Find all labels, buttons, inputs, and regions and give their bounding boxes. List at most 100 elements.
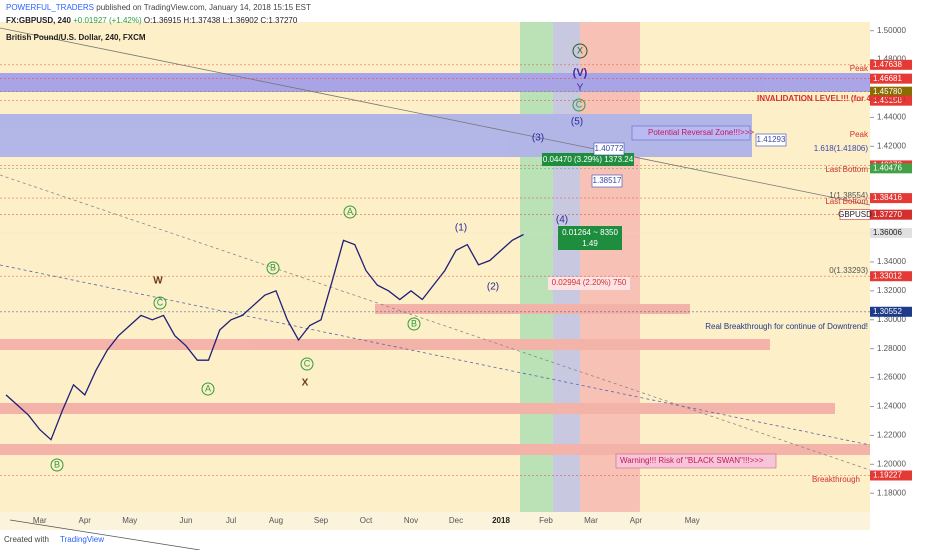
annotation: INVALIDATION LEVEL!!! (for 4-th wave) xyxy=(757,94,906,103)
wave-label: Y xyxy=(577,83,584,94)
annotation: Potential Reversal Zone!!!>>> xyxy=(648,128,754,137)
annotation: Peak xyxy=(850,64,869,73)
annotations: INVALIDATION LEVEL!!! (for 4-th wave) Pe… xyxy=(50,43,906,484)
price-tag xyxy=(870,86,912,97)
wave-circle xyxy=(201,382,215,396)
annotation: 1(1.38554) xyxy=(829,191,868,200)
price-tag-label: 1.45780 xyxy=(873,87,902,96)
plot-area xyxy=(0,22,870,512)
trend-line xyxy=(0,27,871,206)
price-tags: 1.476381.466811.457801.451581.406781.404… xyxy=(0,59,912,481)
y-tick-label: 1.44000 xyxy=(877,113,906,122)
wave-label: (3) xyxy=(532,133,544,144)
annotation: Real Breakthrough for continue of Downtr… xyxy=(705,322,868,331)
price-tag xyxy=(870,193,912,204)
callout-box xyxy=(755,133,787,147)
price-tag xyxy=(870,209,912,220)
measure-box xyxy=(558,226,622,250)
support-zone xyxy=(0,444,870,455)
measure-box xyxy=(542,153,634,166)
ohlc: O:1.36915 H:1.37438 L:1.36902 C:1.37270 xyxy=(142,16,298,25)
y-tick-label: 1.34000 xyxy=(877,257,906,266)
annotation: 1.38517 xyxy=(593,176,622,185)
annotation: 0.01264 ~ 8350 xyxy=(562,228,618,237)
x-tick-label: Apr xyxy=(79,516,92,525)
annotation: 1.618(1.41806) xyxy=(814,144,869,153)
callout-box xyxy=(615,453,777,469)
annotation: 0.04470 (3.29%) 1373.24 xyxy=(543,155,634,164)
y-tick-label: 1.24000 xyxy=(877,402,906,411)
wave-label: A xyxy=(347,206,353,216)
price-tag-label: 1.37270 xyxy=(873,210,902,219)
trend-line xyxy=(9,519,201,551)
price-tag xyxy=(870,271,912,282)
time-zone xyxy=(580,22,640,512)
reversal-zone xyxy=(0,114,752,157)
wave-label: (V) xyxy=(573,67,588,79)
trend-line xyxy=(0,264,871,446)
annotation: 1.49 xyxy=(582,239,598,248)
header-line: POWERFUL_TRADERS published on TradingVie… xyxy=(6,3,311,12)
y-tick-label: 1.42000 xyxy=(877,141,906,150)
wave-circle xyxy=(407,317,421,331)
x-tick-label: May xyxy=(685,516,700,525)
support-zone xyxy=(0,339,770,350)
x-axis-band xyxy=(0,512,870,530)
x-tick-label: Mar xyxy=(33,516,47,525)
annotation: Peak xyxy=(850,130,869,139)
x-tick-label: 2018 xyxy=(492,516,510,525)
x-tick-label: Sep xyxy=(314,516,329,525)
symbol: FX:GBPUSD, 240 xyxy=(6,16,71,25)
annotation: Last Bottom xyxy=(825,165,868,174)
annotation: 0(1.33293) xyxy=(829,266,868,275)
annotation: 1.40772 xyxy=(595,144,624,153)
time-zone xyxy=(520,22,553,512)
wave-circle xyxy=(50,458,64,472)
y-tick-label: 1.26000 xyxy=(877,373,906,382)
price-line xyxy=(5,233,524,441)
x-tick-label: Apr xyxy=(630,516,643,525)
price-tag-label: 1.30552 xyxy=(873,307,902,316)
wave-circle xyxy=(300,357,314,371)
price-tag-label: 1.45158 xyxy=(873,96,902,105)
wave-label: B xyxy=(411,318,417,328)
wave-label: C xyxy=(304,358,311,368)
wave-label: X xyxy=(302,378,309,389)
wave-circle xyxy=(153,296,167,310)
measure-box xyxy=(548,277,630,290)
price-tag-label: 1.47638 xyxy=(873,60,902,69)
published: published on TradingView.com, January 14… xyxy=(94,3,311,12)
x-tick-label: Feb xyxy=(539,516,553,525)
price-tag xyxy=(870,59,912,70)
support-zone xyxy=(0,403,835,414)
wave-label: (5) xyxy=(571,117,583,128)
change: +0.01927 (+1.42%) xyxy=(71,16,142,25)
annotation: Last Bottom xyxy=(825,197,868,206)
wave-label: (4) xyxy=(556,215,568,226)
price-tag-label: 1.33012 xyxy=(873,271,902,280)
callout-box xyxy=(631,125,751,141)
y-tick-label: 1.50000 xyxy=(877,26,906,35)
price-tag xyxy=(870,227,912,238)
x-tick-label: Nov xyxy=(404,516,418,525)
series-tag xyxy=(839,209,871,220)
grid: 1.18000 1.20000 1.22000 1.24000 1.26000 1.280… xyxy=(33,26,907,525)
publisher[interactable]: POWERFUL_TRADERS xyxy=(6,3,94,12)
footer-brand[interactable]: TradingView xyxy=(60,535,104,544)
wave-label: A xyxy=(205,383,211,393)
wave-circle xyxy=(572,43,588,59)
price-tag-label: 1.38416 xyxy=(873,193,902,202)
wave-label: X xyxy=(577,45,583,55)
y-tick-label: 1.32000 xyxy=(877,286,906,295)
callout-box xyxy=(591,174,623,188)
x-tick-label: Aug xyxy=(269,516,283,525)
price-tag-label: 1.19227 xyxy=(873,471,902,480)
wave-circle xyxy=(343,205,357,219)
x-tick-label: May xyxy=(122,516,137,525)
wave-circle xyxy=(572,98,586,112)
symbol-line: FX:GBPUSD, 240 +0.01927 (+1.42%) O:1.369… xyxy=(6,16,298,25)
annotation: Warning!!! Risk of "BLACK SWAN"!!!>>> xyxy=(620,456,764,465)
price-tag xyxy=(870,73,912,84)
x-tick-label: Mar xyxy=(584,516,598,525)
